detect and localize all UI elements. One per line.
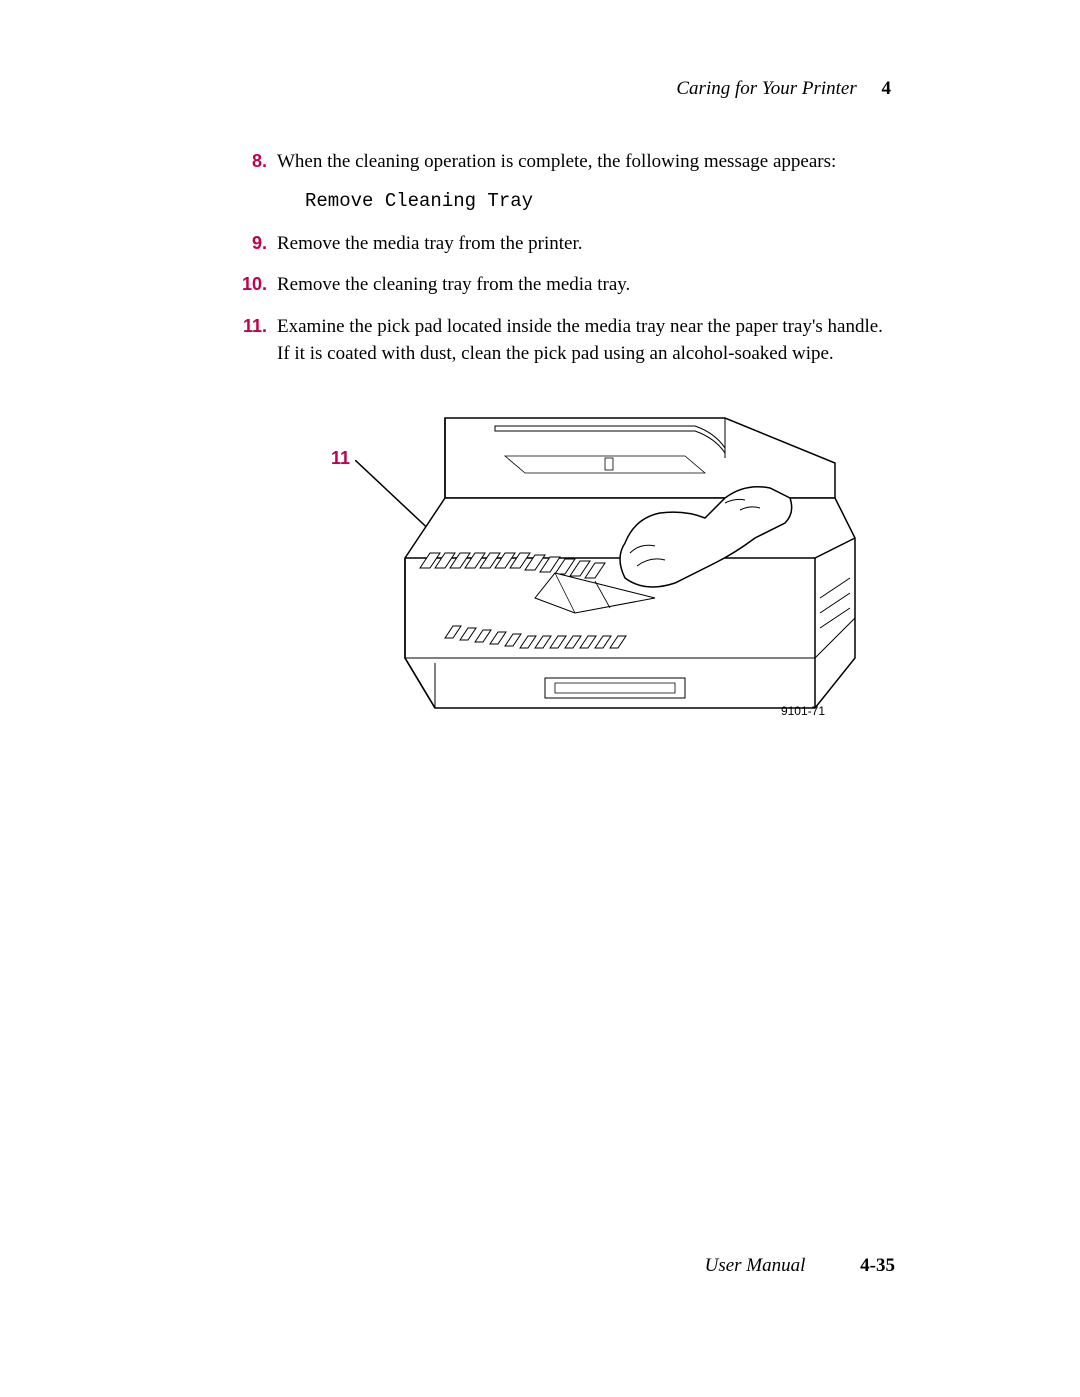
instruction-list: 8. When the cleaning operation is comple… (235, 148, 895, 176)
instruction-list-cont: 9. Remove the media tray from the printe… (235, 230, 895, 368)
chapter-number: 4 (882, 78, 892, 99)
step-number: 10. (235, 271, 277, 299)
figure-callout: 11 (331, 448, 350, 469)
step-11: 11. Examine the pick pad located inside … (235, 313, 895, 368)
page-header: Caring for Your Printer 4 (235, 78, 895, 100)
step-text: Remove the cleaning tray from the media … (277, 271, 895, 299)
page-footer: User Manual 4-35 (705, 1255, 895, 1277)
header-title: Caring for Your Printer (676, 78, 856, 99)
footer-label: User Manual (705, 1255, 806, 1276)
step-text: Remove the media tray from the printer. (277, 230, 895, 258)
page-number: 4-35 (860, 1255, 895, 1276)
step-number: 11. (235, 313, 277, 368)
figure-id: 9101-71 (781, 704, 825, 718)
step-10: 10. Remove the cleaning tray from the me… (235, 271, 895, 299)
step-number: 9. (235, 230, 277, 258)
step-text: Examine the pick pad located inside the … (277, 313, 895, 368)
step-number: 8. (235, 148, 277, 176)
printer-tray-diagram (375, 398, 865, 738)
figure: 11 (325, 398, 865, 758)
step-9: 9. Remove the media tray from the printe… (235, 230, 895, 258)
step-8: 8. When the cleaning operation is comple… (235, 148, 895, 176)
display-message: Remove Cleaning Tray (305, 190, 895, 212)
step-text: When the cleaning operation is complete,… (277, 148, 895, 176)
